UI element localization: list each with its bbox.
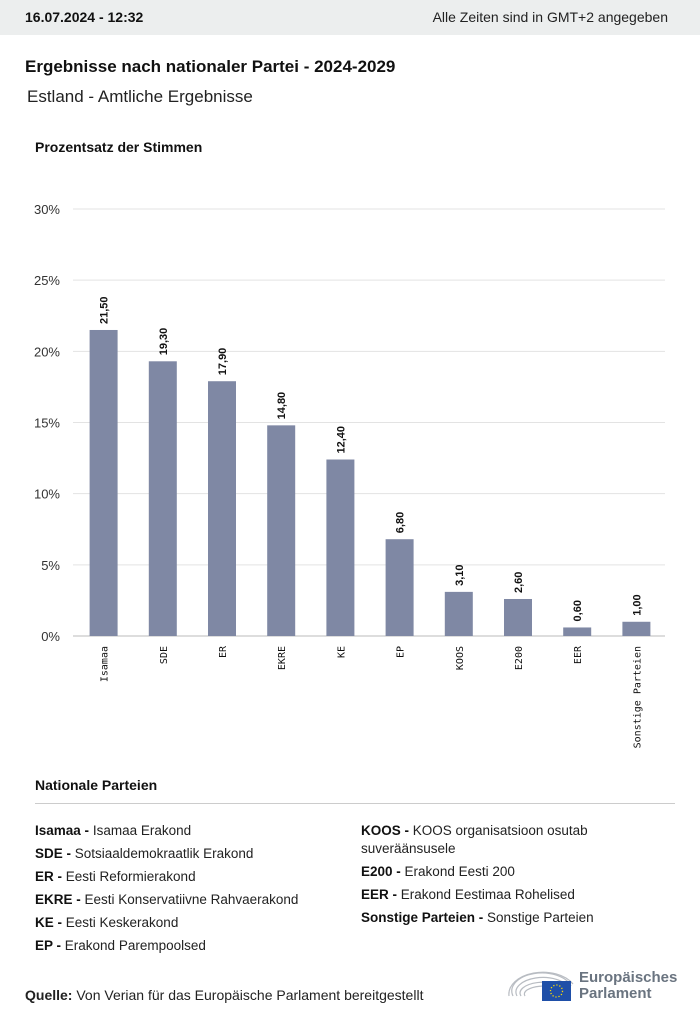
legend-column-2: KOOS - KOOS organisatsioon osutab suverä… bbox=[361, 822, 651, 932]
bar bbox=[622, 621, 651, 636]
x-tick-label: Sonstige Parteien bbox=[632, 646, 643, 748]
legend-name: Isamaa Erakond bbox=[92, 823, 192, 838]
top-bar: 16.07.2024 - 12:32 Alle Zeiten sind in G… bbox=[0, 0, 700, 35]
legend-item: EKRE - Eesti Konservatiivne Rahvaerakond bbox=[35, 891, 298, 909]
data-label: 2,60 bbox=[513, 572, 525, 593]
data-label: 21,50 bbox=[99, 296, 111, 324]
bar bbox=[326, 459, 355, 636]
x-tick-label: Isamaa bbox=[100, 646, 111, 682]
x-tick-label: EER bbox=[573, 645, 584, 664]
source-text: Von Verian für das Europäische Parlament… bbox=[76, 987, 424, 1003]
legend-abbr: Isamaa - bbox=[35, 823, 90, 838]
legend-abbr: Sonstige Parteien - bbox=[361, 910, 484, 925]
legend-title: Nationale Parteien bbox=[35, 777, 158, 793]
logo-line-1: Europäisches bbox=[579, 969, 678, 986]
bar-chart: 0% 5% 10% 15% 20% 25% 30% 21,50 Isamaa 19,30 SDE 17… bbox=[34, 202, 665, 748]
legend-name: Erakond Parempoolsed bbox=[64, 938, 206, 953]
data-label: 0,60 bbox=[572, 600, 584, 621]
source-note: Quelle: Von Verian für das Europäische P… bbox=[25, 987, 423, 1003]
legend-item: EP - Erakond Parempoolsed bbox=[35, 937, 298, 955]
page-title: Ergebnisse nach nationaler Partei - 2024… bbox=[25, 57, 396, 76]
x-tick-label: EP bbox=[396, 646, 407, 658]
legend-name: Sotsiaaldemokraatlik Erakond bbox=[74, 846, 254, 861]
legend-item: E200 - Erakond Eesti 200 bbox=[361, 863, 651, 881]
timestamp: 16.07.2024 - 12:32 bbox=[25, 9, 144, 25]
legend-abbr: E200 - bbox=[361, 864, 401, 879]
y-tick-label: 30% bbox=[34, 202, 60, 217]
legend-abbr: KOOS - bbox=[361, 823, 410, 838]
y-tick-label: 10% bbox=[34, 487, 60, 502]
data-label: 19,30 bbox=[158, 328, 170, 356]
legend-item: SDE - Sotsiaaldemokraatlik Erakond bbox=[35, 845, 298, 863]
legend-divider bbox=[35, 803, 675, 804]
bar bbox=[267, 425, 296, 636]
legend-item: ER - Eesti Reformierakond bbox=[35, 868, 298, 886]
legend-item: Sonstige Parteien - Sonstige Parteien bbox=[361, 909, 651, 927]
data-label: 1,00 bbox=[631, 594, 643, 615]
legend-column-1: Isamaa - Isamaa Erakond SDE - Sotsiaaldem… bbox=[35, 822, 298, 960]
source-label: Quelle: bbox=[25, 987, 73, 1003]
y-axis-label: Prozentsatz der Stimmen bbox=[35, 139, 203, 155]
bar bbox=[208, 381, 236, 636]
x-tick-label: KOOS bbox=[455, 646, 466, 670]
y-tick-label: 20% bbox=[34, 344, 60, 359]
legend-abbr: EER - bbox=[361, 887, 398, 902]
x-tick-label: SDE bbox=[159, 646, 170, 664]
legend-abbr: EP - bbox=[35, 938, 62, 953]
data-label: 17,90 bbox=[217, 348, 229, 376]
data-label: 12,40 bbox=[335, 426, 347, 454]
legend-item: KE - Eesti Keskerakond bbox=[35, 914, 298, 932]
legend-abbr: SDE - bbox=[35, 846, 72, 861]
y-tick-label: 0% bbox=[41, 629, 60, 644]
bar bbox=[385, 539, 414, 636]
data-label: 3,10 bbox=[454, 564, 466, 585]
legend-name: Erakond Eestimaa Rohelised bbox=[400, 887, 575, 902]
bar bbox=[444, 591, 473, 636]
data-label: 14,80 bbox=[276, 392, 288, 420]
legend-abbr: ER - bbox=[35, 869, 62, 884]
data-label: 6,80 bbox=[395, 512, 407, 533]
legend-abbr: KE - bbox=[35, 915, 62, 930]
legend-name: Eesti Konservatiivne Rahvaerakond bbox=[84, 892, 299, 907]
bar bbox=[504, 598, 532, 636]
logo-line-2: Parlament bbox=[579, 985, 652, 1002]
bar bbox=[89, 329, 118, 636]
x-tick-label: E200 bbox=[514, 646, 525, 670]
legend-name: Eesti Reformierakond bbox=[65, 869, 196, 884]
legend-item: KOOS - KOOS organisatsioon osutab suverä… bbox=[361, 822, 651, 858]
timezone-note: Alle Zeiten sind in GMT+2 angegeben bbox=[432, 9, 668, 25]
bar bbox=[563, 627, 592, 636]
legend-name: Sonstige Parteien bbox=[487, 910, 594, 925]
page-subtitle: Estland - Amtliche Ergebnisse bbox=[27, 87, 253, 106]
legend-item: Isamaa - Isamaa Erakond bbox=[35, 822, 298, 840]
european-parliament-logo bbox=[508, 971, 574, 1001]
y-tick-label: 25% bbox=[34, 273, 60, 288]
x-tick-label: KE bbox=[336, 646, 347, 658]
y-tick-label: 5% bbox=[41, 558, 60, 573]
legend-name: KOOS organisatsioon osutab suveräänsusel… bbox=[361, 823, 588, 856]
x-tick-label: EKRE bbox=[277, 646, 288, 670]
bar bbox=[148, 361, 177, 636]
legend-name: Eesti Keskerakond bbox=[65, 915, 179, 930]
legend-abbr: EKRE - bbox=[35, 892, 81, 907]
legend-item: EER - Erakond Eestimaa Rohelised bbox=[361, 886, 651, 904]
y-tick-label: 15% bbox=[34, 416, 60, 431]
x-tick-label: ER bbox=[218, 645, 229, 658]
legend-name: Erakond Eesti 200 bbox=[404, 864, 515, 879]
logo-text: Europäisches Parlament bbox=[579, 970, 677, 1002]
